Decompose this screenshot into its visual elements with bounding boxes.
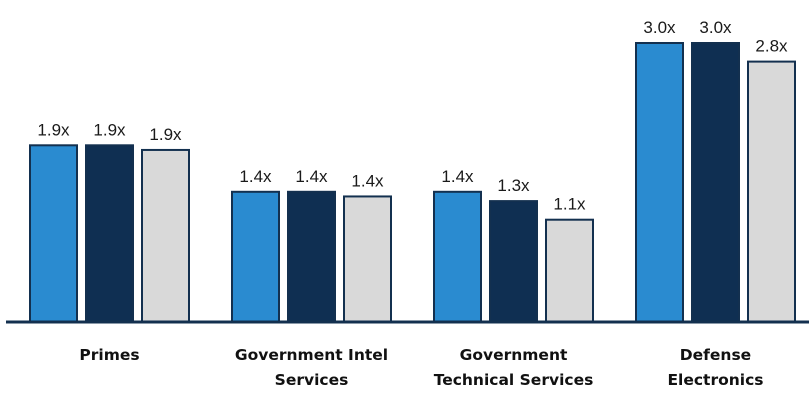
category-label: Government Intel <box>235 346 388 364</box>
value-labels-layer: 1.9x 1.9x 1.9x 1.4x 1.4x 1.4x 1.4x 1.3x 1.1x 3.0x… <box>37 18 788 214</box>
bar <box>287 190 336 323</box>
category-label: Primes <box>79 346 139 364</box>
bar <box>747 60 796 323</box>
category-label: Electronics <box>667 371 763 389</box>
bar <box>141 148 190 323</box>
bar <box>231 190 280 323</box>
bar <box>691 42 740 323</box>
bar <box>433 190 482 323</box>
bar <box>489 200 538 324</box>
data-label: 1.1x <box>553 195 586 214</box>
category-label: Services <box>275 371 349 389</box>
data-label: 1.4x <box>295 167 328 186</box>
data-label: 1.4x <box>441 167 474 186</box>
data-label: 1.9x <box>149 125 182 144</box>
data-label: 2.8x <box>755 37 788 56</box>
category-label: Defense <box>680 346 751 364</box>
category-label: Government <box>460 346 568 364</box>
data-label: 1.9x <box>37 120 70 139</box>
data-label: 1.4x <box>239 167 272 186</box>
bar <box>343 195 392 323</box>
bar <box>635 42 684 323</box>
data-label: 3.0x <box>643 18 676 37</box>
data-label: 3.0x <box>699 18 732 37</box>
category-labels-layer: Primes Government Intel Services Government… <box>79 346 763 389</box>
data-label: 1.3x <box>497 176 530 195</box>
bar <box>85 144 134 323</box>
category-label: Technical Services <box>434 371 594 389</box>
bar <box>29 144 78 323</box>
data-label: 1.9x <box>93 120 126 139</box>
bar <box>545 218 594 323</box>
data-label: 1.4x <box>351 171 384 190</box>
bars-layer <box>29 42 796 324</box>
